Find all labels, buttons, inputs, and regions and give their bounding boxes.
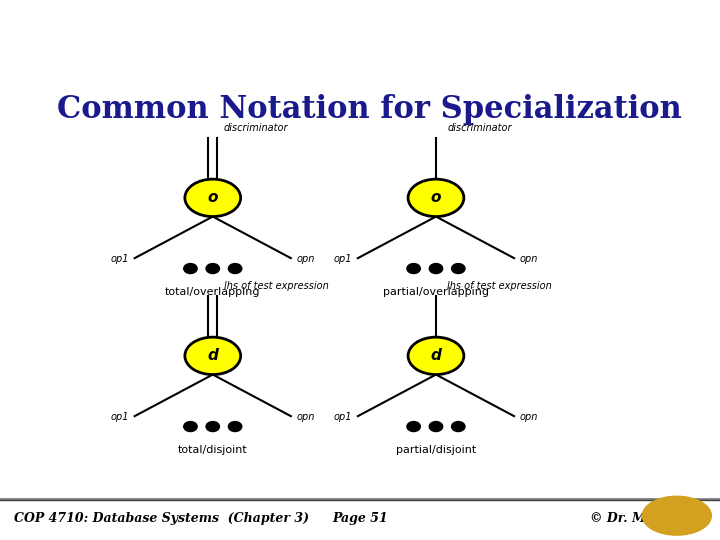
Text: d: d	[431, 348, 441, 363]
Text: partial/overlapping: partial/overlapping	[383, 287, 489, 297]
Text: opn: opn	[520, 254, 538, 264]
Text: op1: op1	[111, 254, 129, 264]
Circle shape	[228, 422, 242, 431]
Circle shape	[228, 264, 242, 274]
Text: Common Notation for Specialization: Common Notation for Specialization	[57, 94, 681, 125]
Text: opn: opn	[297, 254, 315, 264]
Ellipse shape	[185, 179, 240, 217]
Circle shape	[206, 422, 220, 431]
Text: opn: opn	[520, 412, 538, 422]
Ellipse shape	[185, 337, 240, 375]
Text: o: o	[207, 191, 218, 205]
Circle shape	[642, 496, 711, 535]
Text: opn: opn	[297, 412, 315, 422]
Circle shape	[429, 264, 443, 274]
Text: op1: op1	[334, 412, 352, 422]
Text: partial/disjoint: partial/disjoint	[396, 446, 476, 455]
Text: discriminator: discriminator	[447, 124, 512, 133]
Ellipse shape	[408, 337, 464, 375]
Circle shape	[407, 264, 420, 274]
Circle shape	[451, 422, 465, 431]
Text: Page 51: Page 51	[332, 511, 388, 525]
Text: lhs of test expression: lhs of test expression	[447, 281, 552, 292]
Text: lhs of test expression: lhs of test expression	[224, 281, 328, 292]
Text: COP 4710: Database Systems  (Chapter 3): COP 4710: Database Systems (Chapter 3)	[14, 511, 310, 525]
Circle shape	[451, 264, 465, 274]
Circle shape	[184, 264, 197, 274]
Text: total/disjoint: total/disjoint	[178, 446, 248, 455]
Circle shape	[184, 422, 197, 431]
Text: op1: op1	[334, 254, 352, 264]
Text: discriminator: discriminator	[224, 124, 289, 133]
Circle shape	[429, 422, 443, 431]
Circle shape	[206, 264, 220, 274]
Circle shape	[407, 422, 420, 431]
Text: d: d	[207, 348, 218, 363]
Text: © Dr. Mark: © Dr. Mark	[590, 511, 670, 525]
Text: total/overlapping: total/overlapping	[165, 287, 261, 297]
Text: op1: op1	[111, 412, 129, 422]
Text: o: o	[431, 191, 441, 205]
Ellipse shape	[408, 179, 464, 217]
